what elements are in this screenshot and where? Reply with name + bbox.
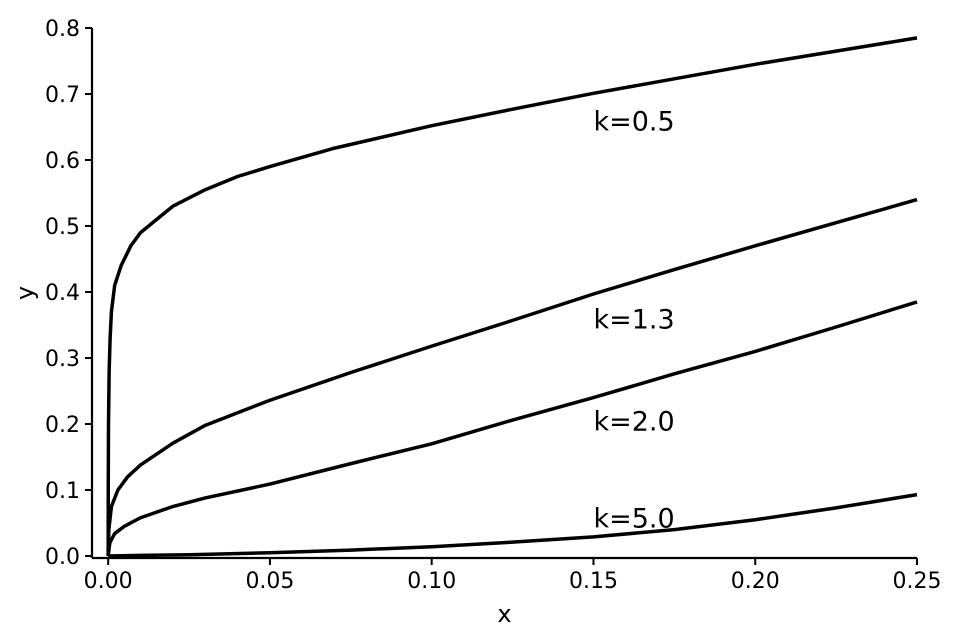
x-tick-label: 0.05 [245, 569, 294, 594]
y-tick-label: 0.3 [45, 347, 80, 372]
series-label-layer: k=0.5 k=1.3 k=2.0 k=5.0 [593, 106, 674, 534]
series-label: k=5.0 [593, 504, 674, 535]
x-tick-label: 0.25 [893, 569, 942, 594]
series-line-k-2-0 [106, 300, 918, 557]
x-axis-label: x [497, 600, 511, 628]
series-label: k=2.0 [593, 407, 674, 438]
y-tick-label: 0.4 [45, 281, 80, 306]
x-tick-label: 0.10 [407, 569, 456, 594]
y-axis-ticks: 0.0 0.1 0.2 0.3 0.4 0.5 0.6 0.7 0.8 [45, 17, 92, 570]
series-line-k-5-0 [108, 492, 918, 558]
series-line-k-1-3 [106, 197, 918, 557]
series-layer [106, 36, 918, 558]
y-axis-label: y [11, 286, 39, 300]
series-label: k=1.3 [593, 304, 674, 335]
x-axis-ticks: 0.00 0.05 0.10 0.15 0.20 0.25 [84, 558, 942, 594]
y-tick-label: 0.1 [45, 479, 80, 504]
y-tick-label: 0.6 [45, 149, 80, 174]
series-label: k=0.5 [593, 106, 674, 137]
x-tick-label: 0.20 [731, 569, 780, 594]
y-tick-label: 0.0 [45, 545, 80, 570]
series-line-k-0-5 [106, 36, 918, 557]
y-tick-label: 0.2 [45, 413, 80, 438]
x-tick-label: 0.15 [569, 569, 618, 594]
y-tick-label: 0.8 [45, 17, 80, 42]
x-tick-label: 0.00 [84, 569, 133, 594]
y-tick-label: 0.7 [45, 83, 80, 108]
y-tick-label: 0.5 [45, 215, 80, 240]
